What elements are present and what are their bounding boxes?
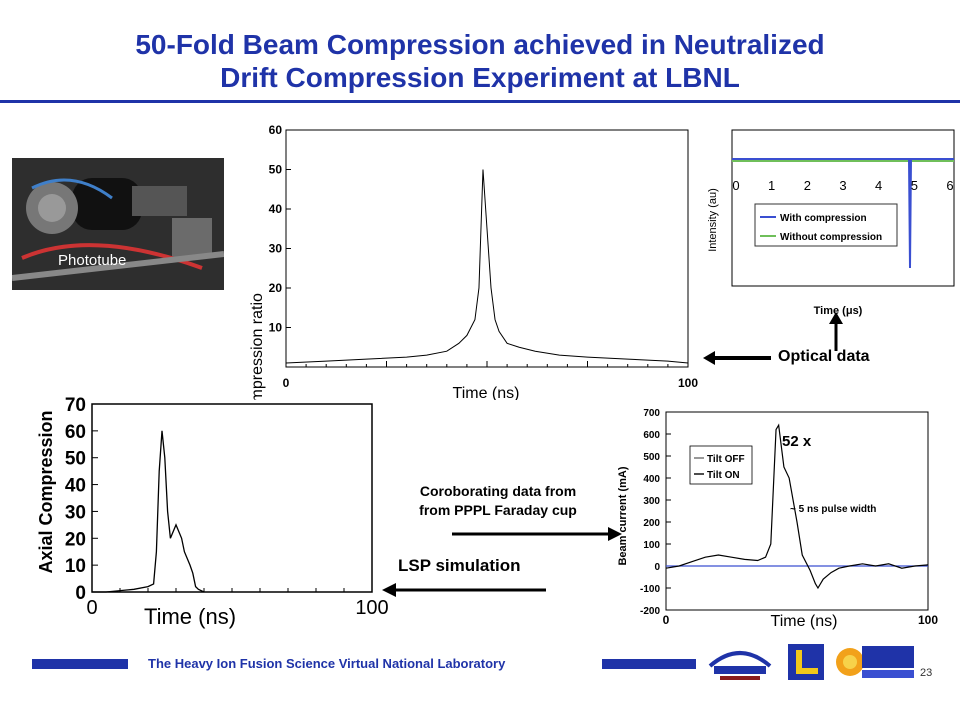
- lsp-simulation-label: LSP simulation: [398, 556, 521, 575]
- optical-series-with: [732, 158, 954, 269]
- lsp-ytick-label: 70: [65, 395, 86, 416]
- compression-xlabel: Time (ns): [453, 385, 520, 400]
- faraday-legend-on: Tilt ON: [707, 470, 740, 481]
- compression-xtick-label: 100: [678, 376, 698, 390]
- compression-ytick-label: 50: [269, 163, 283, 177]
- lsp-ytick-label: 0: [75, 583, 86, 604]
- optical-xtick-label: 4: [875, 178, 882, 193]
- faraday-ytick-label: 100: [643, 540, 660, 551]
- optical-xtick-label: 1: [768, 178, 775, 193]
- faraday-ylabel: Beam current (mA): [617, 466, 629, 565]
- pppl-logo: [836, 646, 914, 678]
- arrow-right-pppl-icon: [452, 527, 622, 541]
- faraday-ytick-label: 0: [654, 562, 660, 573]
- compression-ytick-label: 30: [269, 242, 283, 256]
- faraday-series-tilt-on: [665, 423, 929, 590]
- faraday-ytick-label: 300: [643, 496, 660, 507]
- lsp-ytick-label: 10: [65, 556, 86, 577]
- corroborating-text: Coroborating data from from PPPL Faraday…: [392, 482, 604, 520]
- faraday-ytick-label: 600: [643, 430, 660, 441]
- footer-bar-right: [602, 659, 696, 669]
- faraday-ytick-label: -200: [640, 606, 660, 617]
- lsp-xtick-label: 0: [86, 597, 97, 619]
- faraday-annotation-pulse: ~ 5 ns pulse width: [790, 504, 876, 515]
- compression-ytick-label: 60: [269, 123, 283, 137]
- optical-xtick-label: 0: [732, 178, 739, 193]
- faraday-plot-frame: [665, 411, 929, 611]
- phototube-photo: Phototube: [12, 158, 224, 290]
- title-underline: [0, 100, 960, 103]
- lsp-ytick-label: 40: [65, 476, 86, 497]
- lsp-xtick-label: 100: [355, 597, 388, 619]
- faraday-ytick-label: 500: [643, 452, 660, 463]
- lsp-ytick-label: 30: [65, 502, 86, 523]
- optical-inset-chart: 0 1 2 3 4 5 6 With compression Without compres…: [707, 129, 955, 317]
- arrow-up-icon: [829, 312, 843, 351]
- phototube-photo-graphic: [12, 158, 224, 290]
- optical-xlabel: Time (μs): [814, 305, 863, 317]
- compression-ytick-label: 10: [269, 321, 283, 335]
- lsp-ytick-label: 50: [65, 449, 86, 470]
- faraday-ytick-label: 400: [643, 474, 660, 485]
- optical-data-label: Optical data: [778, 348, 870, 365]
- title-line-1: 50-Fold Beam Compression achieved in Neu…: [135, 29, 825, 60]
- compression-ytick-label: 40: [269, 202, 283, 216]
- optical-legend-without: Without compression: [780, 232, 882, 243]
- lsp-xlabel: Time (ns): [144, 604, 236, 629]
- berkeley-lab-logo: [706, 636, 774, 684]
- corroborating-line-1: Coroborating data from: [419, 483, 577, 499]
- compression-ylabel: Compression ratio: [249, 293, 266, 400]
- footer-lab-name: The Heavy Ion Fusion Science Virtual Nat…: [148, 656, 506, 671]
- compression-plot-frame: [285, 129, 689, 368]
- page-number: 23: [920, 667, 933, 679]
- faraday-xtick-label: 100: [918, 613, 938, 627]
- corroborating-line-2: from PPPL Faraday cup: [419, 502, 577, 518]
- lsp-series-line: [92, 430, 205, 593]
- optical-legend-box: [754, 203, 898, 247]
- faraday-xtick-label: 0: [663, 613, 670, 627]
- lsp-plot-frame: [91, 403, 373, 593]
- optical-xtick-label: 2: [804, 178, 811, 193]
- optical-xtick-label: 6: [946, 178, 953, 193]
- faraday-ytick-label: 200: [643, 518, 660, 529]
- optical-legend-with: With compression: [780, 213, 867, 224]
- footer-bar-left: [32, 659, 128, 669]
- slide-title: 50-Fold Beam Compression achieved in Neu…: [0, 28, 960, 94]
- lsp-ytick-label: 60: [65, 422, 86, 443]
- compression-series-line: [285, 169, 689, 364]
- arrow-left-optical-icon: [703, 351, 771, 365]
- compression-xtick-label: 0: [283, 376, 290, 390]
- lsp-ylabel: Axial Compression: [36, 410, 56, 573]
- compression-ytick-label: 20: [269, 281, 283, 295]
- phototube-label: Phototube: [58, 252, 127, 269]
- arrow-left-lsp-icon: [382, 583, 546, 597]
- optical-ylabel: Intensity (au): [707, 188, 719, 252]
- compression-chart: 0 100 10 20 30 40 50 60 Time (ns) Compression …: [249, 123, 698, 400]
- faraday-chart: 700 600 500 400 300 200 100 0 -100 -200 0 100 Tilt…: [617, 408, 938, 630]
- lsp-ytick-label: 20: [65, 529, 86, 550]
- llnl-logo: [788, 644, 824, 680]
- optical-xtick-label: 5: [911, 178, 918, 193]
- faraday-annotation-52x: 52 x: [782, 433, 812, 450]
- optical-xtick-label: 3: [839, 178, 846, 193]
- faraday-xlabel: Time (ns): [771, 613, 838, 630]
- title-line-2: Drift Compression Experiment at LBNL: [220, 62, 740, 93]
- faraday-ytick-label: 700: [643, 408, 660, 419]
- faraday-ytick-label: -100: [640, 584, 660, 595]
- faraday-legend-box: [689, 445, 753, 485]
- faraday-legend-off: Tilt OFF: [707, 454, 745, 465]
